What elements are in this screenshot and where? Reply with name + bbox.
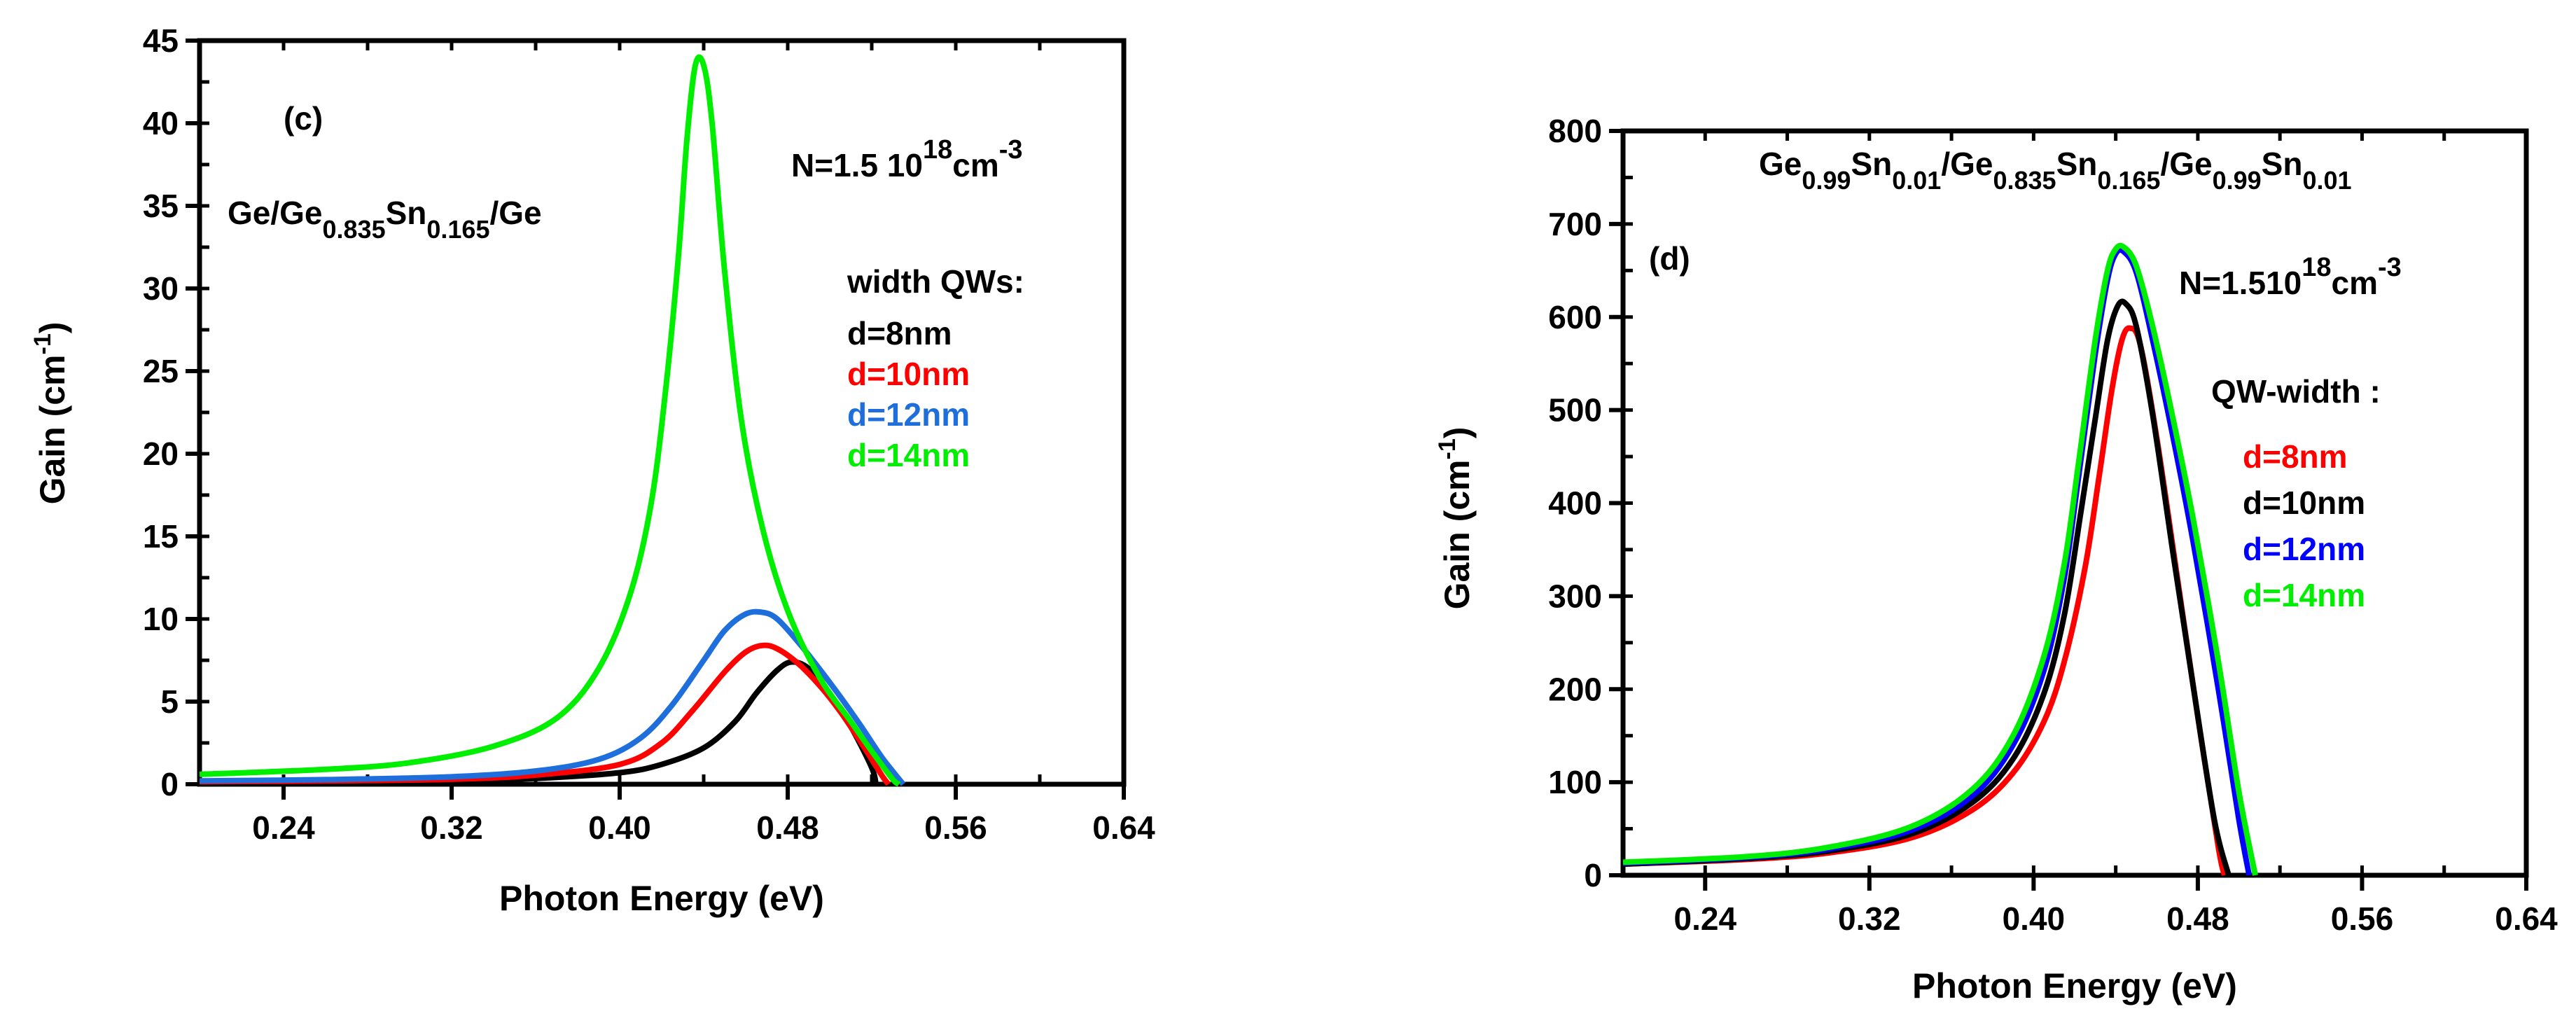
tick-labels-c: 0.24 0.32 0.40 0.48 0.56 0.64 0 5 10 15 20 25 30 35 40… [143,22,1155,846]
x-tick-label: 0.56 [2331,900,2394,937]
x-tick-label: 0.40 [2003,900,2066,937]
series-line-d-12nm [199,608,906,786]
y-tick-label: 500 [1548,392,1602,429]
x-axis-title-c: Photon Energy (eV) [499,879,824,918]
series-line-d-8nm [1622,325,2227,876]
density-label-c: N=1.5 1018cm-3 [791,135,1023,183]
legend-entry-d-8nm: d=8nm [847,315,952,352]
legend-entry-d-14nm: d=14nm [2243,577,2365,613]
x-tick-label: 0.64 [1092,809,1155,846]
x-tick-label: 0.64 [2495,900,2558,937]
y-tick-label: 20 [143,436,179,472]
x-tick-label: 0.48 [756,809,819,846]
legend-d: d=8nm d=10nm d=12nm d=14nm [2243,438,2365,613]
y-tick-label: 600 [1548,299,1602,335]
series-line-d-8nm [199,659,879,786]
series-line-d-14nm [199,54,901,787]
y-tick-label: 0 [1584,857,1602,893]
y-axis-title-d: Gain (cm-1) [1434,427,1477,610]
y-tick-label: 800 [1548,113,1602,149]
x-axis-title-d: Photon Energy (eV) [1912,966,2237,1005]
y-tick-label: 400 [1548,485,1602,522]
legend-entry-d-14nm: d=14nm [847,437,970,473]
tick-labels-d: 0.24 0.32 0.40 0.48 0.56 0.64 0 100 200 300 400 500… [1548,113,2558,937]
series-lines-d [1622,242,2258,877]
legend-c: d=8nm d=10nm d=12nm d=14nm [847,315,970,473]
legend-entry-d-8nm: d=8nm [2243,438,2348,475]
y-tick-label: 15 [143,518,179,555]
panel-label-d: (d) [1649,240,1690,277]
x-tick-label: 0.32 [1838,900,1901,937]
y-tick-label: 700 [1548,206,1602,242]
density-label-d: N=1.51018cm-3 [2179,253,2402,301]
panel-c: 0.24 0.32 0.40 0.48 0.56 0.64 0 5 10 15 20 25 30 35 40… [29,22,1155,918]
y-tick-label: 35 [143,188,179,224]
y-tick-label: 10 [143,601,179,637]
legend-title-c: width QWs: [847,263,1024,300]
y-axis-title-c: Gain (cm-1) [29,322,72,505]
legend-entry-d-10nm: d=10nm [2243,485,2365,521]
legend-entry-d-12nm: d=12nm [847,396,970,433]
y-tick-label: 25 [143,353,179,389]
series-line-d-10nm [1622,298,2232,877]
y-tick-label: 300 [1548,578,1602,614]
panel-label-c: (c) [284,100,323,137]
x-tick-label: 0.40 [588,809,651,846]
x-tick-label: 0.24 [252,809,315,846]
x-tick-label: 0.56 [924,809,987,846]
y-tick-label: 0 [160,766,179,802]
y-tick-label: 30 [143,270,179,307]
legend-entry-d-12nm: d=12nm [2243,531,2365,567]
y-tick-label: 45 [143,22,179,59]
series-line-d-14nm [1622,242,2258,876]
y-tick-label: 200 [1548,671,1602,707]
structure-label-d: Ge0.99Sn0.01/Ge0.835Sn0.165/Ge0.99Sn0.01 [1759,146,2352,195]
legend-entry-d-10nm: d=10nm [847,356,970,392]
tick-marks-d [1609,129,2528,891]
y-tick-label: 40 [143,105,179,141]
tick-marks-c [186,39,1126,800]
x-tick-label: 0.48 [2166,900,2229,937]
legend-title-d: QW-width : [2211,373,2381,410]
series-lines-c [199,54,906,787]
structure-label-c: Ge/Ge0.835Sn0.165/Ge [228,195,542,244]
x-tick-label: 0.24 [1674,900,1737,937]
x-tick-label: 0.32 [420,809,483,846]
y-tick-label: 5 [160,683,179,720]
panel-d: 0.24 0.32 0.40 0.48 0.56 0.64 0 100 200 300 400 500… [1434,113,2558,1005]
y-tick-label: 100 [1548,764,1602,800]
